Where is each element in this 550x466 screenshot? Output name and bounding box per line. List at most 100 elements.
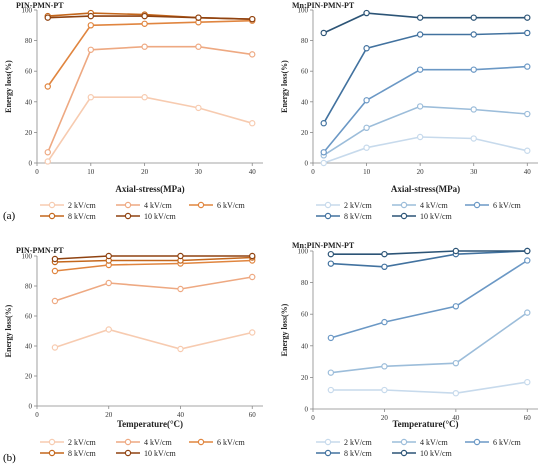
data-point [524, 63, 531, 70]
series-2 [44, 43, 256, 156]
legend-marker [324, 449, 332, 457]
series-2 [327, 309, 531, 376]
series-line [47, 45, 253, 153]
series-5 [51, 252, 256, 263]
data-point [249, 15, 256, 23]
legend-marker [124, 212, 132, 220]
legend-marker [48, 438, 56, 446]
legend-label: 4 kV/cm [144, 201, 173, 210]
legend-marker [400, 449, 408, 457]
legend-marker [124, 438, 132, 446]
data-point [524, 110, 531, 118]
chart-4: Mn:PIN-PMN-PT 0 20 40 60 80 100 0 20 40 60 Temperat… [280, 241, 538, 458]
y-tick-label: 60 [25, 313, 33, 321]
x-tick-label: 20 [381, 414, 389, 422]
x-tick-label: 40 [177, 411, 185, 419]
legend-label: 8 kV/cm [68, 449, 97, 458]
legend-item: 2 kV/cm [316, 438, 373, 447]
x-tick-label: 0 [35, 411, 39, 419]
legend-item: 8 kV/cm [40, 449, 97, 458]
series-line [330, 381, 528, 395]
series-2 [320, 103, 531, 159]
y-tick-label: 100 [22, 7, 33, 15]
series-3 [44, 17, 256, 90]
y-axis-label: Energy loss(%) [280, 60, 289, 113]
legend-item: 2 kV/cm [316, 201, 373, 210]
chart-title: PIN-PMN-PT [16, 1, 64, 10]
legend-marker [324, 212, 332, 220]
series-line [54, 276, 253, 302]
y-tick-label: 100 [298, 7, 309, 15]
data-point [381, 250, 388, 258]
x-tick-label: 20 [417, 168, 425, 176]
series-line [323, 136, 528, 164]
legend-item: 4 kV/cm [116, 438, 173, 447]
x-tick-label: 0 [35, 168, 39, 176]
data-point [363, 45, 370, 52]
series-line [54, 259, 253, 272]
legend-item: 10 kV/cm [116, 449, 177, 458]
data-point [105, 279, 112, 287]
data-point [177, 345, 184, 353]
y-tick-label: 40 [301, 98, 309, 106]
data-point [249, 252, 256, 260]
data-point [320, 29, 327, 37]
series-1 [320, 133, 531, 167]
legend-marker [324, 201, 332, 209]
data-point [51, 255, 59, 263]
data-point [327, 250, 335, 258]
y-tick-label: 0 [305, 160, 309, 168]
y-tick-label: 80 [301, 37, 309, 45]
x-tick-label: 20 [105, 411, 113, 419]
legend-item: 2 kV/cm [40, 201, 97, 210]
data-point [327, 334, 335, 342]
data-point [524, 247, 531, 255]
legend-label: 10 kV/cm [144, 449, 177, 458]
y-tick-label: 80 [301, 279, 309, 287]
data-point [44, 14, 51, 21]
legend-item: 10 kV/cm [392, 212, 453, 221]
data-point [249, 51, 256, 58]
x-axis-label: Axial-stress(MPa) [115, 184, 184, 194]
series-line [330, 259, 528, 339]
data-point [249, 120, 256, 127]
series-line [323, 12, 528, 34]
chart-1: PIN-PMN-PT 0 20 40 60 80 100 0 10 20 30 40 Axial-str… [4, 1, 263, 221]
data-point [524, 309, 531, 316]
series-5 [327, 247, 531, 258]
legend-item: 10 kV/cm [392, 449, 453, 458]
legend-marker [400, 201, 408, 209]
y-tick-label: 20 [301, 374, 309, 382]
x-axis-label: Axial-stress(MPa) [391, 184, 460, 194]
x-tick-label: 60 [524, 414, 532, 422]
series-line [54, 256, 253, 263]
series-3 [327, 257, 531, 342]
data-point [87, 12, 95, 20]
series-line [47, 96, 253, 162]
legend-item: 8 kV/cm [316, 212, 373, 221]
x-tick-label: 40 [249, 168, 257, 176]
legend-marker [197, 201, 205, 209]
y-tick-label: 60 [301, 311, 309, 319]
data-point [87, 46, 95, 53]
series-2 [51, 273, 256, 305]
series-line [330, 250, 528, 255]
y-axis-label: Energy loss(%) [4, 60, 13, 113]
data-point [363, 144, 370, 151]
y-tick-label: 20 [301, 129, 309, 137]
legend-label: 4 kV/cm [420, 201, 449, 210]
data-point [416, 133, 424, 141]
legend-label: 4 kV/cm [420, 438, 449, 447]
y-axis-label: Energy loss(%) [280, 303, 289, 356]
data-point [177, 252, 184, 260]
legend-label: 6 kV/cm [493, 438, 522, 447]
data-point [524, 14, 531, 21]
panel-label-a: (a) [3, 210, 16, 222]
y-tick-label: 80 [25, 37, 33, 45]
legend-marker [473, 201, 481, 209]
data-point [44, 83, 51, 90]
legend-marker [400, 438, 408, 446]
data-point [363, 97, 370, 104]
x-tick-label: 10 [363, 168, 371, 176]
data-point [381, 263, 388, 270]
